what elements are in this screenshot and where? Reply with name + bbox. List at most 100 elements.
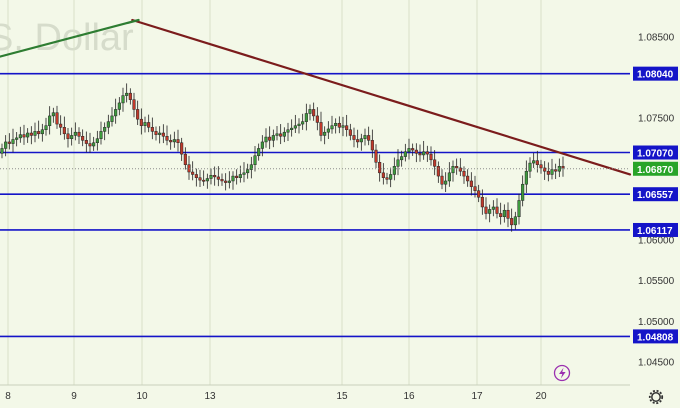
candle-down [484, 206, 488, 214]
candle-down [429, 153, 433, 161]
candle-down [136, 109, 140, 120]
candle-down [150, 127, 154, 132]
candle-down [176, 139, 180, 144]
candle-up [238, 174, 242, 178]
candle-down [462, 170, 466, 177]
candle-down [543, 167, 547, 172]
candle-up [422, 151, 426, 156]
candle-up [502, 209, 506, 217]
candle-up [18, 134, 22, 139]
level-price-tag-label: 1.04808 [637, 332, 674, 343]
level-price-tag[interactable] [633, 329, 678, 344]
candle-up [121, 95, 125, 104]
level-price-tag[interactable] [633, 187, 678, 202]
candle-up [293, 125, 297, 129]
candle-up [528, 162, 532, 172]
candle-up [260, 141, 264, 149]
candle-up [158, 132, 162, 135]
trendlines[interactable] [0, 18, 632, 176]
candle-down [81, 135, 85, 141]
level-price-tag[interactable] [633, 222, 678, 237]
candle-down [477, 190, 481, 198]
candle-down [561, 166, 565, 169]
current-price-tag [633, 161, 678, 176]
time-tick-label: 10 [136, 391, 148, 402]
time-tick-label: 15 [336, 391, 348, 402]
candle-up [359, 138, 363, 143]
candle-down [367, 135, 371, 141]
settings-gear-icon[interactable] [648, 389, 664, 405]
candle-down [440, 175, 444, 185]
time-tick-label: 17 [471, 391, 483, 402]
candle-down [337, 122, 341, 128]
replay-icon[interactable] [553, 364, 571, 382]
candle-up [330, 125, 334, 130]
level-price-tag[interactable] [633, 66, 678, 81]
candle-down [455, 166, 459, 169]
candle-down [139, 118, 143, 126]
candle-down [235, 175, 239, 178]
candle-down [315, 115, 319, 123]
time-tick-label: 8 [5, 391, 11, 402]
candle-down [378, 162, 382, 174]
candle-down [194, 174, 198, 178]
candle-up [301, 121, 305, 125]
trendline-down[interactable] [131, 18, 632, 176]
candle-up [257, 148, 261, 157]
price-axis[interactable]: 1.04500 1.05000 1.05500 1.06000 1.07500 1.085… [633, 32, 678, 368]
candle-up [407, 148, 411, 152]
candle-down [480, 196, 484, 208]
candle-down [161, 132, 165, 137]
candle-down [147, 122, 151, 128]
candle-down [554, 169, 558, 172]
candle-down [128, 92, 132, 100]
candle-down [213, 175, 217, 178]
candle-down [510, 218, 514, 226]
candle-up [95, 138, 99, 144]
candle-up [264, 136, 268, 143]
level-price-tag[interactable] [633, 145, 678, 160]
time-tick-label: 13 [204, 391, 216, 402]
plot-background [0, 0, 630, 385]
candle-up [521, 183, 525, 201]
candle-down [473, 186, 477, 191]
candle-down [165, 135, 169, 141]
candle-down [433, 159, 437, 167]
horizontal-levels[interactable] [0, 72, 630, 338]
price-tick-label: 1.07500 [638, 114, 675, 125]
time-axis[interactable]: 8 9 10 13 15 16 17 20 [0, 384, 630, 402]
candle-down [425, 151, 429, 155]
candle-down [132, 99, 136, 110]
candle-up [15, 137, 19, 140]
candle-up [444, 180, 448, 185]
candle-down [374, 149, 378, 163]
candle-down [22, 134, 26, 138]
candle-up [389, 174, 393, 180]
candle-up [524, 170, 528, 185]
candle-up [253, 155, 257, 165]
candle-up [447, 172, 451, 182]
candle-up [143, 122, 147, 126]
candle-up [242, 172, 246, 175]
candle-down [154, 131, 158, 135]
current-price-tag-label: 1.06870 [637, 165, 674, 176]
candle-down [220, 179, 224, 182]
candle-up [33, 131, 37, 136]
candle-down [381, 172, 385, 178]
candle-up [550, 169, 554, 175]
candle-up [304, 113, 308, 122]
candle-up [323, 131, 327, 136]
trendline-up[interactable] [0, 18, 140, 58]
candle-up [110, 115, 114, 122]
candle-up [341, 125, 345, 128]
candle-up [403, 151, 407, 157]
candle-up [48, 115, 52, 126]
candle-up [326, 128, 330, 133]
candle-down [169, 140, 173, 143]
candle-up [286, 129, 290, 133]
candle-up [0, 148, 4, 154]
candle-down [539, 164, 543, 169]
candle-up [51, 112, 55, 117]
candle-up [227, 180, 231, 183]
